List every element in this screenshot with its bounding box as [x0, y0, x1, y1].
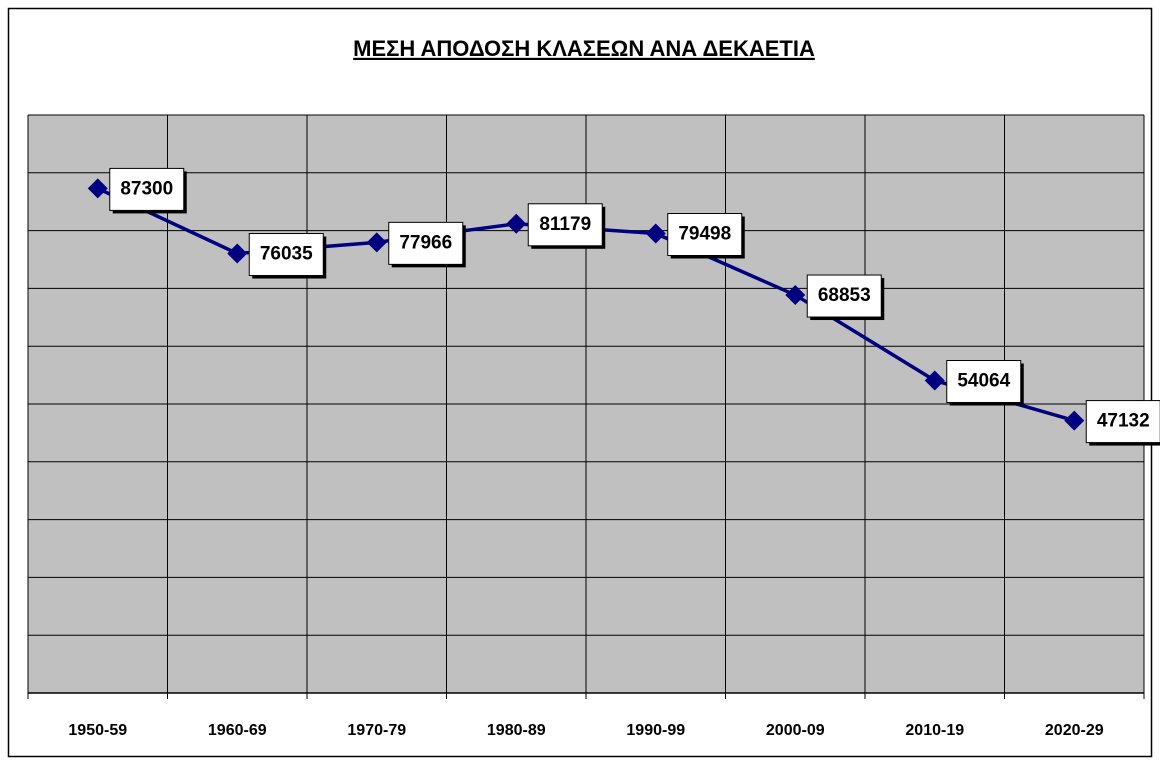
data-point	[645, 223, 666, 244]
x-tick-label: 1950-59	[68, 722, 127, 739]
x-tick-label: 2020-29	[1045, 722, 1104, 739]
data-point	[924, 370, 945, 391]
x-tick-label: 1960-69	[208, 722, 267, 739]
data-label: 54064	[957, 371, 1010, 392]
data-label-box	[388, 221, 464, 265]
data-label-box	[946, 360, 1022, 404]
data-label-box	[248, 233, 324, 277]
data-label-box	[806, 274, 882, 318]
data-label: 81179	[539, 214, 591, 235]
data-label: 87300	[120, 178, 173, 199]
data-point	[366, 232, 387, 253]
data-point	[1064, 410, 1085, 431]
data-label-box	[667, 213, 743, 257]
data-point	[227, 243, 248, 264]
x-tick-label: 2010-19	[905, 722, 964, 739]
data-label-box	[1085, 400, 1160, 444]
data-label-box	[109, 167, 185, 211]
data-point	[87, 178, 108, 199]
data-label: 76035	[260, 244, 313, 265]
data-point	[506, 213, 527, 234]
data-point	[785, 285, 806, 306]
chart-title: ΜΕΣΗ ΑΠΟΔΟΣΗ ΚΛΑΣΕΩΝ ΑΝΑ ΔΕΚΑΕΤΙΑ	[353, 36, 815, 61]
data-label: 68853	[818, 285, 871, 306]
x-tick-label: 1990-99	[626, 722, 685, 739]
data-label: 79498	[678, 224, 731, 245]
data-label: 77966	[399, 232, 452, 253]
data-label: 47132	[1097, 411, 1150, 432]
data-label-box	[527, 203, 603, 247]
x-tick-label: 1980-89	[487, 722, 546, 739]
x-tick-label: 1970-79	[347, 722, 406, 739]
x-tick-label: 2000-09	[766, 722, 825, 739]
